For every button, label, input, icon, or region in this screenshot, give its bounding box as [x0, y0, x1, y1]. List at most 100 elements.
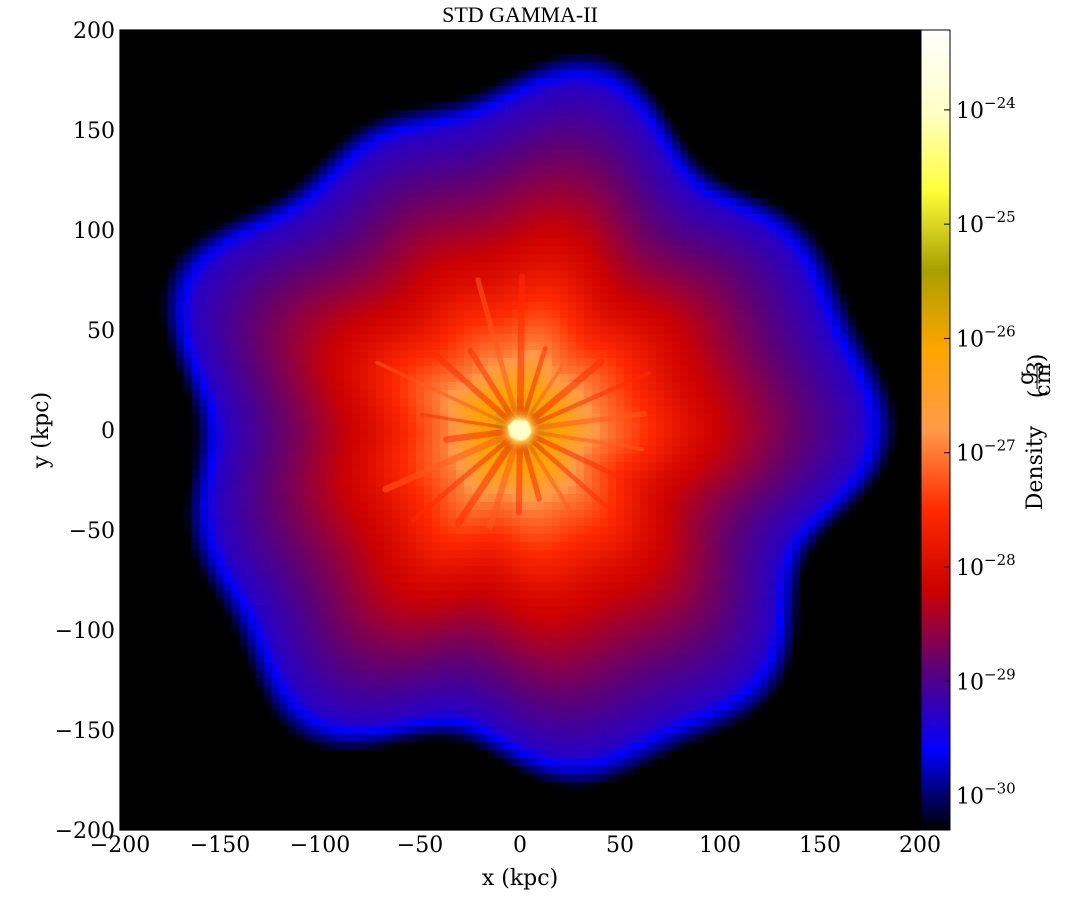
heatmap-cell	[544, 390, 553, 399]
heatmap-cell	[888, 94, 897, 103]
heatmap-cell	[408, 326, 417, 335]
heatmap-cell	[184, 54, 193, 63]
heatmap-cell	[352, 398, 361, 407]
heatmap-cell	[152, 174, 161, 183]
heatmap-cell	[816, 406, 825, 415]
heatmap-cell	[872, 118, 881, 127]
heatmap-cell	[168, 126, 177, 135]
heatmap-cell	[528, 230, 537, 239]
heatmap-cell	[312, 278, 321, 287]
heatmap-cell	[488, 46, 497, 55]
heatmap-cell	[216, 390, 225, 399]
heatmap-cell	[784, 62, 793, 71]
heatmap-cell	[880, 30, 889, 39]
heatmap-cell	[216, 46, 225, 55]
heatmap-cell	[856, 134, 865, 143]
heatmap-cell	[184, 286, 193, 295]
heatmap-cell	[280, 350, 289, 359]
heatmap-cell	[736, 406, 745, 415]
heatmap-cell	[464, 118, 473, 127]
heatmap-cell	[344, 374, 353, 383]
heatmap-cell	[632, 294, 641, 303]
heatmap-cell	[720, 158, 729, 167]
heatmap-cell	[376, 214, 385, 223]
heatmap-cell	[408, 86, 417, 95]
heatmap-cell	[680, 62, 689, 71]
heatmap-cell	[280, 382, 289, 391]
heatmap-cell	[368, 278, 377, 287]
heatmap-cell	[312, 294, 321, 303]
heatmap-cell	[512, 246, 521, 255]
heatmap-cell	[176, 342, 185, 351]
heatmap-cell	[264, 390, 273, 399]
heatmap-cell	[560, 206, 569, 215]
heatmap-cell	[816, 190, 825, 199]
heatmap-cell	[808, 222, 817, 231]
heatmap-cell	[256, 94, 265, 103]
heatmap-cell	[224, 398, 233, 407]
heatmap-cell	[224, 382, 233, 391]
heatmap-cell	[280, 190, 289, 199]
heatmap-cell	[744, 254, 753, 263]
heatmap-cell	[832, 398, 841, 407]
heatmap-cell	[376, 398, 385, 407]
heatmap-cell	[824, 142, 833, 151]
heatmap-cell	[120, 382, 129, 391]
heatmap-cell	[728, 358, 737, 367]
heatmap-cell	[400, 406, 409, 415]
heatmap-cell	[552, 206, 561, 215]
heatmap-cell	[232, 422, 241, 431]
heatmap-cell	[552, 278, 561, 287]
heatmap-cell	[616, 222, 625, 231]
heatmap-cell	[904, 30, 913, 39]
heatmap-cell	[504, 70, 513, 79]
heatmap-cell	[392, 86, 401, 95]
heatmap-cell	[224, 246, 233, 255]
heatmap-cell	[624, 78, 633, 87]
heatmap-cell	[584, 110, 593, 119]
heatmap-cell	[160, 414, 169, 423]
heatmap-cell	[280, 422, 289, 431]
heatmap-cell	[456, 238, 465, 247]
heatmap-cell	[600, 182, 609, 191]
heatmap-cell	[424, 182, 433, 191]
heatmap-cell	[848, 302, 857, 311]
heatmap-cell	[504, 238, 513, 247]
heatmap-cell	[504, 94, 513, 103]
heatmap-cell	[896, 302, 905, 311]
heatmap-cell	[384, 94, 393, 103]
heatmap-cell	[536, 174, 545, 183]
heatmap-cell	[520, 78, 529, 87]
heatmap-cell	[472, 214, 481, 223]
heatmap-cell	[352, 134, 361, 143]
heatmap-cell	[840, 318, 849, 327]
heatmap-cell	[664, 150, 673, 159]
heatmap-cell	[416, 54, 425, 63]
heatmap-cell	[648, 54, 657, 63]
heatmap-cell	[280, 390, 289, 399]
heatmap-cell	[768, 166, 777, 175]
heatmap-cell	[592, 126, 601, 135]
heatmap-cell	[344, 318, 353, 327]
heatmap-cell	[464, 366, 473, 375]
heatmap-cell	[864, 238, 873, 247]
heatmap-cell	[800, 134, 809, 143]
heatmap-cell	[552, 30, 561, 39]
heatmap-cell	[832, 78, 841, 87]
heatmap-cell	[760, 414, 769, 423]
heatmap-cell	[808, 166, 817, 175]
heatmap-cell	[520, 182, 529, 191]
heatmap-cell	[360, 254, 369, 263]
heatmap-cell	[440, 366, 449, 375]
heatmap-cell	[672, 190, 681, 199]
heatmap-cell	[512, 174, 521, 183]
heatmap-cell	[856, 366, 865, 375]
heatmap-cell	[272, 366, 281, 375]
heatmap-cell	[704, 166, 713, 175]
heatmap-cell	[784, 358, 793, 367]
heatmap-cell	[384, 342, 393, 351]
heatmap-cell	[720, 70, 729, 79]
heatmap-cell	[792, 398, 801, 407]
heatmap-cell	[272, 422, 281, 431]
heatmap-cell	[880, 326, 889, 335]
